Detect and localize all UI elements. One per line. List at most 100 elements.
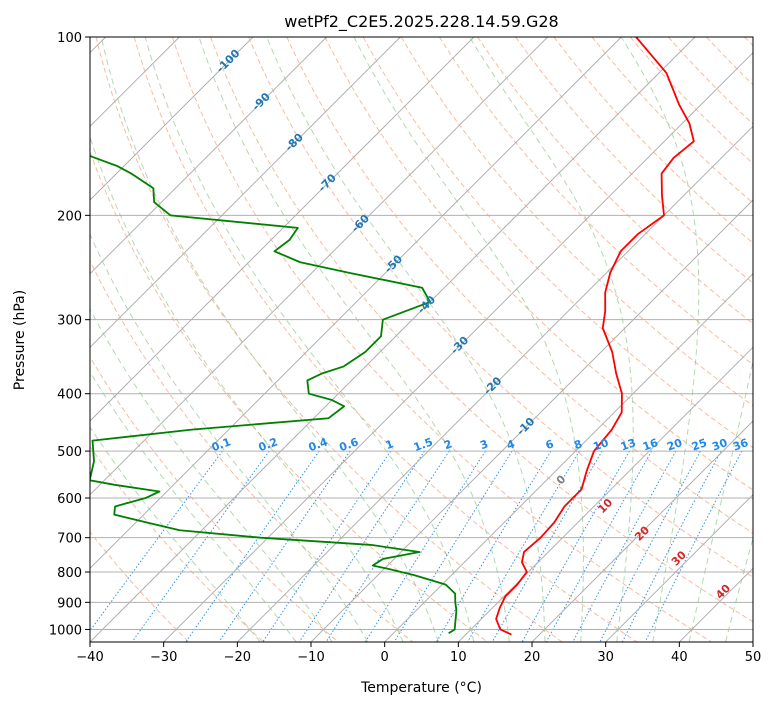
mixing-ratio-label: 1.5 [412,435,435,454]
moist-adiabat-label: 10 [595,496,615,516]
x-tick-label: 10 [450,650,467,665]
mixing-ratio-label: 36 [731,436,750,454]
isotherm [90,37,549,496]
dry-adiabat [90,445,264,642]
mixing-ratio-label: 13 [619,436,638,453]
x-tick-label: −10 [297,650,324,665]
y-tick-label: 400 [57,388,82,403]
moist-adiabat [725,536,753,642]
mixing-ratio-line [545,450,653,642]
mixing-ratio-line [364,450,486,642]
temperature-profile [495,37,695,636]
dry-adiabat [133,37,638,642]
isotherm [457,346,753,642]
isotherm [90,37,328,275]
y-axis-label: Pressure (hPa) [12,290,28,390]
mixing-ratio-line [185,450,320,642]
moist-adiabat [90,233,369,642]
isotherm [310,199,753,642]
mixing-ratio-line [521,450,630,642]
dry-adiabat [90,531,190,642]
x-axis-label: Temperature (°C) [360,680,482,696]
dry-adiabat [629,37,753,165]
moist-adiabat [90,308,333,642]
grid-lines [90,37,753,642]
isotherm [90,37,401,349]
y-axis: 100 200 300 400 500 600 700 800 900 1000 [49,31,90,638]
isotherm [163,51,753,642]
mixing-ratio-label: 0.4 [307,435,330,454]
dry-adiabat [210,37,753,623]
mixing-ratio-line [435,450,552,642]
dry-adiabat [553,37,753,244]
x-tick-label: −40 [76,650,103,665]
y-tick-label: 600 [57,492,82,507]
moist-adiabat [100,37,439,642]
dry-adiabat [90,356,339,642]
dry-adiabat [324,37,753,491]
isotherm [90,37,696,642]
y-tick-label: 900 [57,596,82,611]
dry-adiabat [591,37,753,204]
mixing-ratio-line [218,450,351,642]
mixing-ratio-line [621,450,722,642]
dry-adiabat [171,37,712,642]
mixing-ratio-label: 0.2 [257,435,280,454]
x-tick-label: 20 [524,650,541,665]
dry-adiabat [439,37,753,366]
moist-adiabat [90,370,297,642]
dry-adiabat [668,37,753,125]
x-tick-label: −20 [224,650,251,665]
plot-frame [89,36,754,643]
moist-adiabat [469,37,634,642]
moist-adiabat-label: 30 [669,548,689,568]
x-tick-label: 50 [745,650,762,665]
mixing-ratio-line [262,450,392,642]
y-tick-label: 1000 [49,623,82,638]
mixing-ratio-label: 8 [572,437,584,452]
dry-adiabat [90,259,414,642]
mixing-ratio-label: 6 [544,437,556,452]
mixing-ratio-label: 10 [591,436,610,454]
dewpoint-profile [90,154,458,635]
mixing-ratio-label: 4 [505,437,517,452]
isotherm [384,272,753,642]
isotherm-label: -80 [283,130,306,153]
x-tick-label: 40 [671,650,688,665]
moist-adiabat [620,37,700,642]
mixing-ratio-label: 3 [478,437,490,452]
mixing-ratio-label: 30 [710,436,729,454]
x-tick-label: 30 [597,650,614,665]
moist-adiabat [266,37,546,642]
isotherm [90,37,622,570]
dry-adiabat [286,37,753,534]
isotherm [752,641,753,642]
moist-adiabat [353,37,584,642]
y-tick-label: 800 [57,566,82,581]
chart-title: wetPf2_C2E5.2025.228.14.59.G28 [284,12,558,32]
dry-adiabat [248,37,753,578]
x-axis: −40 −30 −20 −10 0 10 20 30 40 50 [76,642,761,665]
mixing-ratio-label: 16 [641,436,660,454]
mixing-ratio-line [599,450,701,642]
moist-adiabat-label: 20 [632,523,652,543]
dry-adiabat [515,37,753,284]
background-lines [90,37,753,642]
moist-adiabat [90,426,261,642]
y-tick-label: 500 [57,445,82,460]
mixing-ratio-label: 0.6 [338,435,361,454]
dry-adiabat [706,37,753,86]
mixing-ratio-line [298,450,425,642]
isotherm [236,125,753,642]
isotherm [531,420,753,642]
dry-adiabat [362,37,753,449]
mixing-ratio-line [572,450,677,642]
moist-adiabat [688,358,753,642]
y-tick-label: 200 [57,209,82,224]
y-tick-label: 300 [57,314,82,329]
profiles [90,37,695,636]
moist-adiabat [90,135,404,642]
isotherm [90,37,475,422]
x-tick-label: 0 [381,650,389,665]
